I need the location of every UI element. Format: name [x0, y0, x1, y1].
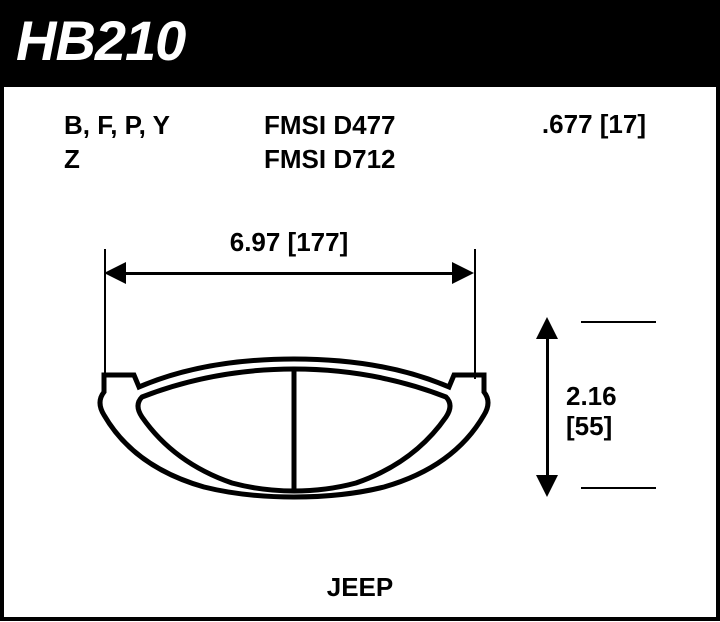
fmsi-line-1: FMSI D477: [264, 109, 484, 143]
extension-line-bottom: [581, 487, 656, 489]
arrow-down-icon: [536, 475, 558, 497]
compounds-column: B, F, P, Y Z: [64, 109, 264, 177]
thickness-value: .677 [17]: [542, 109, 646, 139]
height-arrow: [536, 317, 558, 497]
brake-pad-outline: [94, 347, 494, 507]
spec-frame: B, F, P, Y Z FMSI D477 FMSI D712 .677 [1…: [0, 87, 720, 621]
arrow-h-line: [114, 272, 464, 275]
arrow-v-line: [546, 329, 549, 485]
compounds-line-1: B, F, P, Y: [64, 109, 264, 143]
height-dimension-label: 2.16 [55]: [566, 382, 617, 442]
width-arrow: [104, 262, 474, 284]
height-value-mm: [55]: [566, 412, 617, 442]
width-dimension-label: 6.97 [177]: [104, 227, 474, 258]
extension-line-top: [581, 321, 656, 323]
compounds-line-2: Z: [64, 143, 264, 177]
arrow-right-icon: [452, 262, 474, 284]
width-dimension: 6.97 [177]: [104, 227, 474, 284]
fmsi-column: FMSI D477 FMSI D712: [264, 109, 484, 177]
vehicle-brand: JEEP: [4, 572, 716, 603]
fmsi-line-2: FMSI D712: [264, 143, 484, 177]
info-row: B, F, P, Y Z FMSI D477 FMSI D712 .677 [1…: [4, 87, 716, 177]
height-value-in: 2.16: [566, 382, 617, 412]
pad-diagram: 6.97 [177] 2.16 [55]: [4, 227, 716, 557]
part-number-header: HB210: [0, 0, 720, 87]
thickness-column: .677 [17]: [484, 109, 686, 177]
